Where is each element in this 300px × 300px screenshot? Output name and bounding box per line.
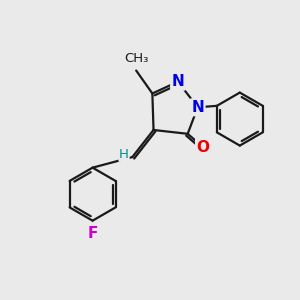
Text: CH₃: CH₃ [124,52,148,65]
Text: H: H [119,148,129,161]
Text: N: N [172,74,184,89]
Text: F: F [87,226,98,241]
Text: O: O [196,140,209,154]
Text: N: N [191,100,204,115]
